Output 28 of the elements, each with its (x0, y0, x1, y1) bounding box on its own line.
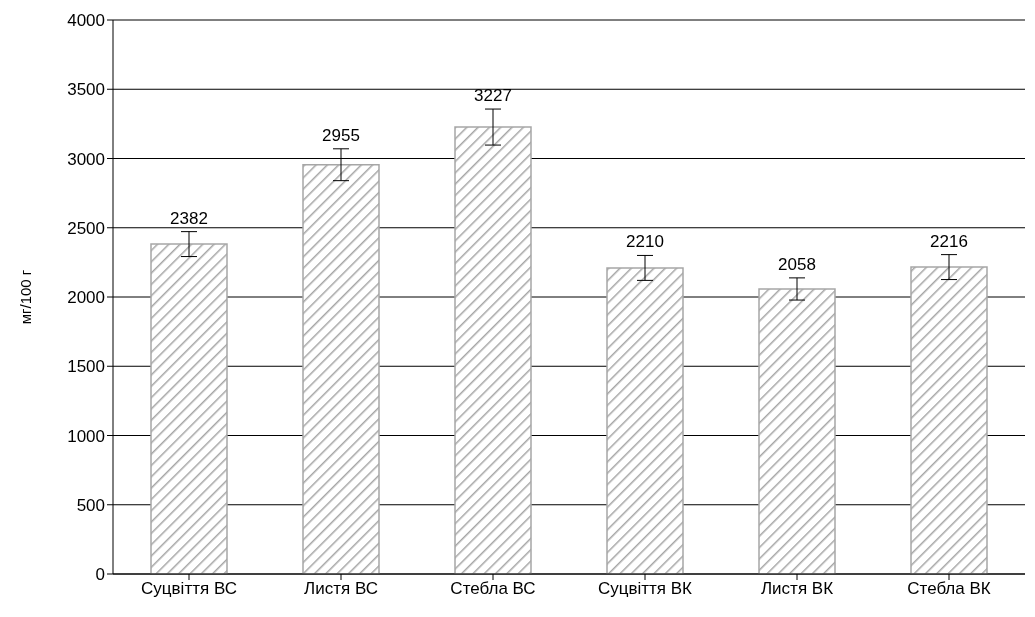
data-label: 2955 (322, 125, 360, 145)
bar (910, 266, 988, 574)
y-tick-label: 3500 (67, 80, 105, 100)
y-tick-label: 1000 (67, 426, 105, 446)
y-tick-label: 2000 (67, 288, 105, 308)
data-label: 2382 (170, 208, 208, 228)
x-tick-label: Листя ВК (760, 579, 834, 599)
x-tick-label: Суцвіття ВК (597, 579, 693, 599)
data-label: 2216 (930, 231, 968, 251)
bar (454, 126, 532, 574)
x-tick-label: Суцвіття ВС (141, 579, 237, 599)
y-tick-label: 500 (76, 495, 105, 515)
y-tick-label: 3000 (67, 149, 105, 169)
y-tick-label: 0 (95, 565, 105, 585)
bar (150, 243, 228, 574)
x-tick-label: Листя ВС (304, 579, 378, 599)
bar (302, 163, 380, 574)
y-tick-label: 4000 (67, 11, 105, 31)
y-tick-label: 2500 (67, 218, 105, 238)
data-label: 2210 (626, 232, 664, 252)
data-label: 3227 (474, 86, 512, 106)
bar (758, 288, 836, 574)
x-tick-label: Стебла ВС (450, 579, 536, 599)
y-axis-title: мг/100 г (17, 269, 35, 325)
bar (606, 267, 684, 574)
y-tick-label: 1500 (67, 357, 105, 377)
x-tick-label: Стебла ВК (907, 579, 991, 599)
data-label: 2058 (778, 254, 816, 274)
